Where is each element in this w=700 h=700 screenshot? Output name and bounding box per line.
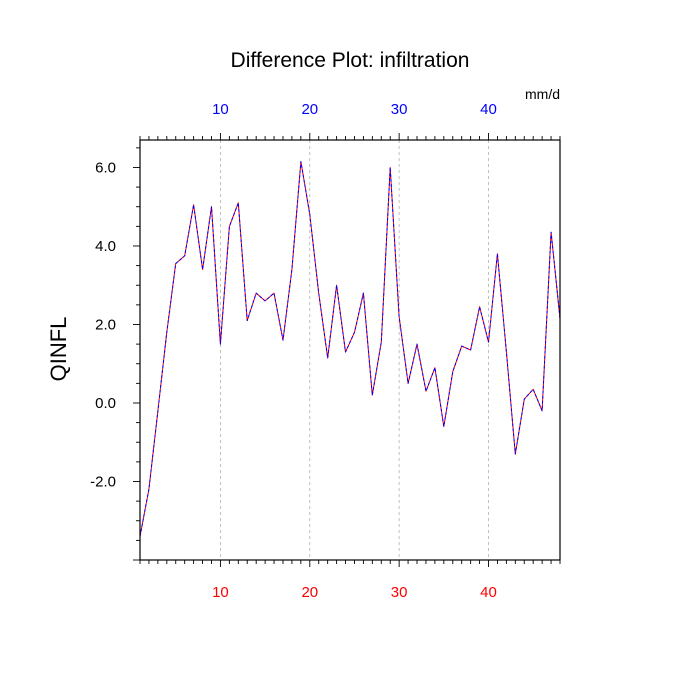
x-top-tick-label: 30 xyxy=(391,101,408,118)
x-top-tick-label: 20 xyxy=(301,101,318,118)
chart-title: Difference Plot: infiltration xyxy=(231,49,470,72)
x-bottom-tick-label: 40 xyxy=(480,584,497,601)
y-tick-label: 2.0 xyxy=(95,316,116,333)
axis-tick-labels: 10 10 20 20 30 30 40 40 -2.0 0.0 2.0 4.0 6.0 xyxy=(90,101,497,601)
units-label: mm/d xyxy=(525,86,560,102)
series-line-overlay xyxy=(139,161,561,537)
axis-ticks xyxy=(133,133,561,567)
x-top-tick-label: 40 xyxy=(480,101,497,118)
y-tick-label: 0.0 xyxy=(95,395,116,412)
series-lines xyxy=(139,161,561,537)
x-bottom-tick-label: 30 xyxy=(391,584,408,601)
x-top-tick-label: 10 xyxy=(212,101,229,118)
gridlines xyxy=(220,140,489,560)
plot-frame xyxy=(139,139,561,561)
y-axis-label: QINFL xyxy=(46,317,71,382)
y-tick-label: 4.0 xyxy=(95,238,116,255)
y-tick-label: 6.0 xyxy=(95,159,116,176)
series-line xyxy=(139,161,561,537)
y-tick-label: -2.0 xyxy=(90,473,116,490)
x-bottom-tick-label: 20 xyxy=(301,584,318,601)
x-bottom-tick-label: 10 xyxy=(212,584,229,601)
